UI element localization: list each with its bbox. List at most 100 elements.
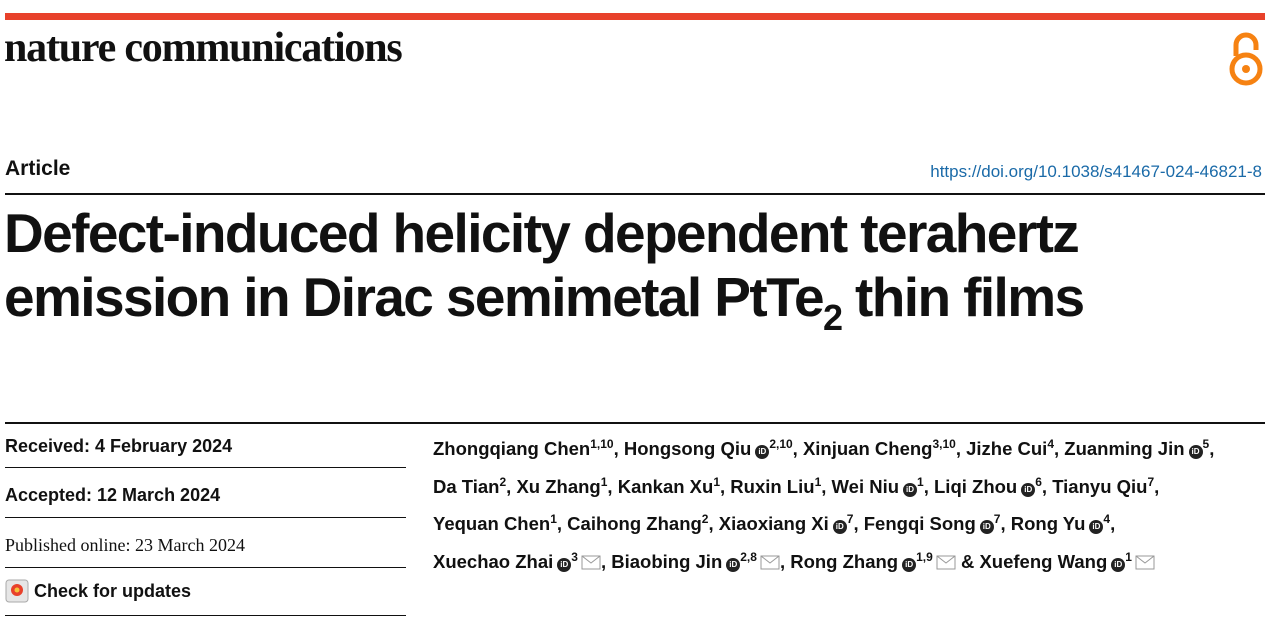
author-separator: , xyxy=(556,513,563,534)
author: Rong Yu iD4, xyxy=(1010,512,1116,534)
author-name: Kankan Xu xyxy=(617,475,714,497)
author-name: Xu Zhang xyxy=(516,475,601,497)
rule xyxy=(5,422,1265,424)
author-name: Biaobing Jin xyxy=(611,550,723,572)
title-subscript: 2 xyxy=(822,297,843,338)
rule xyxy=(5,467,406,468)
author-affiliations: 1,9 xyxy=(916,549,933,564)
author-separator: , xyxy=(720,475,726,497)
author-affiliations: 2 xyxy=(499,474,507,489)
check-updates[interactable]: Check for updates xyxy=(5,579,191,603)
received-date: Received: 4 February 2024 xyxy=(5,436,233,456)
author-affiliations: 6 xyxy=(1035,474,1042,489)
author-list: Zhongqiang Chen1,10, Hongsong Qiu iD2,10,… xyxy=(433,428,1233,578)
author-affiliations: 5 xyxy=(1202,437,1210,451)
author-name: Yequan Chen xyxy=(433,513,551,534)
check-updates-text: Check for updates xyxy=(34,580,192,601)
author: Yequan Chen1, xyxy=(433,512,563,534)
author: Wei Niu iD1, xyxy=(831,475,929,497)
orcid-icon[interactable]: iD xyxy=(903,482,918,497)
author-separator: , xyxy=(853,513,859,534)
email-icon[interactable] xyxy=(581,555,601,570)
author: Caihong Zhang2, xyxy=(567,512,714,534)
author-affiliations: 7 xyxy=(993,512,1001,526)
author-separator: , xyxy=(1110,513,1116,534)
author-name: Rong Yu xyxy=(1010,513,1086,534)
author: Xu Zhang1, xyxy=(516,474,612,497)
author: Zhongqiang Chen1,10, xyxy=(433,437,619,459)
orcid-icon[interactable]: iD xyxy=(1111,557,1126,572)
orcid-icon[interactable]: iD xyxy=(1021,482,1036,497)
author-name: Fengqi Song xyxy=(863,513,976,534)
author-name: Jizhe Cui xyxy=(966,438,1048,459)
author: Ruxin Liu1, xyxy=(730,474,827,497)
orcid-icon[interactable]: iD xyxy=(755,445,770,459)
author-affiliations: 4 xyxy=(1047,437,1054,451)
orcid-icon[interactable]: iD xyxy=(557,557,572,572)
orcid-icon[interactable]: iD xyxy=(902,557,917,572)
email-icon[interactable] xyxy=(936,555,956,570)
author: Liqi Zhou iD6, xyxy=(934,474,1048,497)
author-separator: , xyxy=(792,438,798,459)
orcid-icon[interactable]: iD xyxy=(979,520,994,534)
author-affiliations: 7 xyxy=(846,512,854,526)
author-separator: , xyxy=(1041,475,1048,497)
author: Zuanming Jin iD5, xyxy=(1064,437,1214,459)
author-affiliations: 1 xyxy=(713,474,720,489)
orcid-icon[interactable]: iD xyxy=(1089,520,1104,534)
author-separator: , xyxy=(1000,513,1006,534)
published-date: Published online: 23 March 2024 xyxy=(5,535,245,555)
author-affiliations: 1 xyxy=(600,474,608,489)
orcid-icon[interactable]: iD xyxy=(726,557,741,572)
author-affiliations: 7 xyxy=(1147,474,1155,489)
author-affiliations: 3 xyxy=(571,549,578,564)
author-separator: , xyxy=(779,550,786,572)
title-line: emission in Dirac semimetal PtTe2 thin f… xyxy=(4,270,1085,338)
rule xyxy=(5,567,406,568)
author: Kankan Xu1, xyxy=(617,474,726,497)
author: & Xuefeng Wang iD1 xyxy=(960,550,1155,572)
author-separator: , xyxy=(821,475,827,497)
accepted-date: Accepted: 12 March 2024 xyxy=(5,485,221,505)
rule xyxy=(5,193,1265,195)
author-name: Zhongqiang Chen xyxy=(433,438,591,459)
check-updates-icon xyxy=(5,579,29,603)
author-separator: , xyxy=(708,513,714,534)
author-separator: , xyxy=(600,550,607,572)
author-name: Rong Zhang xyxy=(790,550,899,572)
author: Xuechao Zhai iD3, xyxy=(433,549,607,572)
author-name: Da Tian xyxy=(433,475,500,497)
email-icon[interactable] xyxy=(760,555,780,570)
author-affiliations: 1 xyxy=(550,512,557,526)
author: Fengqi Song iD7, xyxy=(863,512,1006,534)
rule xyxy=(5,517,406,518)
email-icon[interactable] xyxy=(1135,555,1155,570)
title-text: thin films xyxy=(841,266,1085,328)
title-line: Defect-induced helicity dependent terahe… xyxy=(4,202,1080,264)
author-name: Caihong Zhang xyxy=(567,513,702,534)
author: Da Tian2, xyxy=(433,474,512,497)
author-affiliations: 2,10 xyxy=(769,437,793,451)
orcid-icon[interactable]: iD xyxy=(832,520,847,534)
author: Hongsong Qiu iD2,10, xyxy=(624,437,798,459)
article-type: Article xyxy=(5,157,71,180)
author-name: Xinjuan Cheng xyxy=(802,438,933,459)
author-name: Wei Niu xyxy=(831,475,900,497)
doi-link[interactable]: https://doi.org/10.1038/s41467-024-46821… xyxy=(930,162,1262,181)
author: Biaobing Jin iD2,8, xyxy=(611,549,786,572)
author-separator: , xyxy=(923,475,929,497)
orcid-icon[interactable]: iD xyxy=(1188,445,1203,459)
author-affiliations: 2 xyxy=(701,512,709,526)
author-affiliations: 2,8 xyxy=(740,549,757,564)
author-separator: , xyxy=(1054,438,1060,459)
rule xyxy=(5,615,406,616)
author-affiliations: 1 xyxy=(814,474,822,489)
author-separator: , xyxy=(506,475,512,497)
author-name: Tianyu Qiu xyxy=(1052,475,1148,497)
open-access-icon xyxy=(1229,32,1263,86)
author-conjunction: & xyxy=(960,550,975,572)
author-separator: , xyxy=(613,438,619,459)
author: Jizhe Cui4, xyxy=(966,437,1060,459)
author-affiliations: 3,10 xyxy=(932,437,956,451)
